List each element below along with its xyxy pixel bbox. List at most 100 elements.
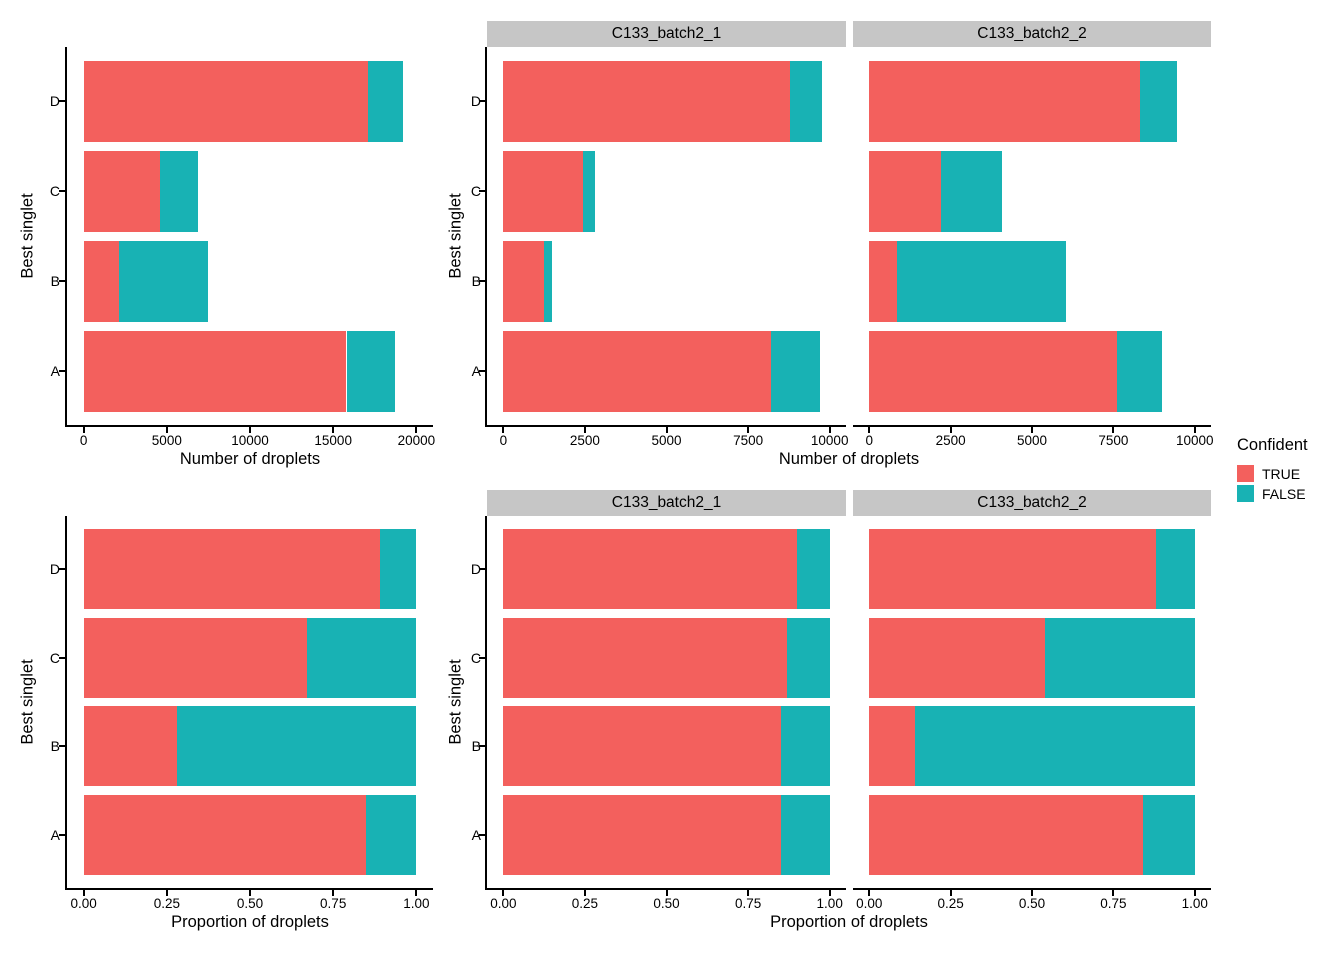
bar-segment-false bbox=[1155, 529, 1195, 609]
x-tick bbox=[165, 890, 168, 896]
y-tick bbox=[479, 656, 487, 659]
bar-segment-true bbox=[503, 150, 583, 232]
x-tick-label: 10000 bbox=[231, 433, 269, 448]
x-tick-label: 0.25 bbox=[571, 896, 599, 911]
x-tick bbox=[583, 890, 586, 896]
bar-segment-false bbox=[582, 150, 596, 232]
x-tick-label: 0.00 bbox=[856, 896, 883, 911]
y-axis-line bbox=[485, 516, 487, 890]
facet-strip bbox=[853, 490, 1211, 516]
x-tick-label: 0.75 bbox=[320, 896, 347, 911]
bar-segment-true bbox=[83, 617, 307, 698]
category-label: D bbox=[470, 93, 481, 109]
x-tick-label: 5000 bbox=[651, 433, 682, 448]
bar-segment-false bbox=[118, 240, 209, 322]
x-tick-label: 2500 bbox=[569, 433, 600, 448]
x-tick-label: 1.00 bbox=[816, 896, 843, 911]
bar-segment-true bbox=[869, 706, 915, 787]
facet-strip bbox=[853, 21, 1211, 47]
bar-segment-true bbox=[869, 150, 942, 232]
x-axis-line bbox=[853, 425, 1211, 427]
x-axis-line bbox=[65, 888, 433, 890]
x-tick bbox=[1112, 890, 1115, 896]
bar-segment-true bbox=[83, 150, 161, 232]
x-tick-label: 10000 bbox=[810, 433, 849, 448]
y-tick bbox=[479, 190, 487, 192]
x-tick bbox=[583, 427, 586, 433]
legend-entry-true: TRUE bbox=[1237, 465, 1308, 482]
category-label: B bbox=[50, 738, 60, 755]
x-tick bbox=[82, 890, 85, 896]
x-tick bbox=[868, 890, 871, 896]
x-tick-label: 0.00 bbox=[490, 896, 517, 911]
bar-segment-true bbox=[503, 330, 771, 412]
y-tick bbox=[59, 370, 67, 372]
x-tick bbox=[1031, 427, 1034, 433]
x-tick bbox=[415, 890, 418, 896]
x-tick bbox=[502, 890, 505, 896]
y-tick bbox=[59, 100, 67, 102]
x-tick-label: 0.00 bbox=[70, 896, 97, 911]
x-tick bbox=[949, 890, 952, 896]
x-tick bbox=[165, 427, 168, 433]
y-tick bbox=[59, 745, 67, 748]
x-axis-title: Number of droplets bbox=[179, 450, 321, 468]
x-tick bbox=[1193, 427, 1196, 433]
bar-segment-false bbox=[797, 529, 830, 609]
category-label: D bbox=[470, 561, 481, 578]
bar-segment-true bbox=[83, 795, 367, 875]
y-tick bbox=[59, 833, 67, 836]
y-tick bbox=[479, 833, 487, 836]
category-label: C bbox=[49, 183, 60, 199]
bar-segment-false bbox=[160, 150, 198, 232]
bar-segment-true bbox=[83, 330, 347, 412]
y-tick bbox=[59, 656, 67, 659]
bar-segment-true bbox=[869, 529, 1156, 609]
y-tick bbox=[59, 190, 67, 192]
bar-segment-true bbox=[869, 240, 897, 322]
bar-segment-false bbox=[368, 60, 404, 142]
bar-segment-true bbox=[83, 60, 369, 142]
category-label: A bbox=[471, 363, 481, 379]
legend-label-false: FALSE bbox=[1262, 485, 1306, 502]
bar-segment-false bbox=[780, 795, 830, 875]
legend-swatch-true-icon bbox=[1237, 465, 1254, 482]
bar-segment-true bbox=[83, 529, 380, 609]
x-tick bbox=[868, 427, 871, 433]
y-axis-line bbox=[65, 516, 67, 890]
x-tick-label: 1.00 bbox=[403, 896, 430, 911]
legend-label-true: TRUE bbox=[1262, 465, 1301, 482]
bar-segment-true bbox=[869, 330, 1117, 412]
bar-segment-false bbox=[544, 240, 553, 322]
bar-segment-false bbox=[787, 617, 830, 698]
category-label: D bbox=[49, 93, 60, 109]
bar-segment-false bbox=[1045, 617, 1195, 698]
category-label: D bbox=[49, 561, 60, 578]
x-tick bbox=[949, 427, 952, 433]
x-tick bbox=[502, 427, 505, 433]
x-axis-line bbox=[65, 425, 433, 427]
bar-segment-true bbox=[503, 60, 790, 142]
facet-strip-label: C133_batch2_2 bbox=[977, 494, 1087, 511]
x-tick-label: 0.50 bbox=[653, 896, 680, 911]
y-tick bbox=[479, 100, 487, 102]
x-tick bbox=[747, 890, 750, 896]
bar-segment-false bbox=[346, 330, 395, 412]
x-tick bbox=[249, 890, 252, 896]
facet-strip bbox=[487, 490, 846, 516]
y-tick bbox=[59, 568, 67, 571]
x-axis-title: Proportion of droplets bbox=[770, 913, 928, 931]
x-tick-label: 0.75 bbox=[734, 896, 762, 911]
bar-segment-false bbox=[941, 150, 1002, 232]
x-tick bbox=[415, 427, 418, 433]
x-tick-label: 7500 bbox=[1098, 433, 1129, 448]
bar-segment-false bbox=[780, 706, 830, 787]
x-tick bbox=[747, 427, 750, 433]
legend: Confident TRUE FALSE bbox=[1237, 436, 1308, 505]
y-tick bbox=[479, 568, 487, 571]
y-tick bbox=[479, 280, 487, 282]
bar-segment-false bbox=[1142, 795, 1195, 875]
bar-segment-false bbox=[176, 706, 417, 787]
